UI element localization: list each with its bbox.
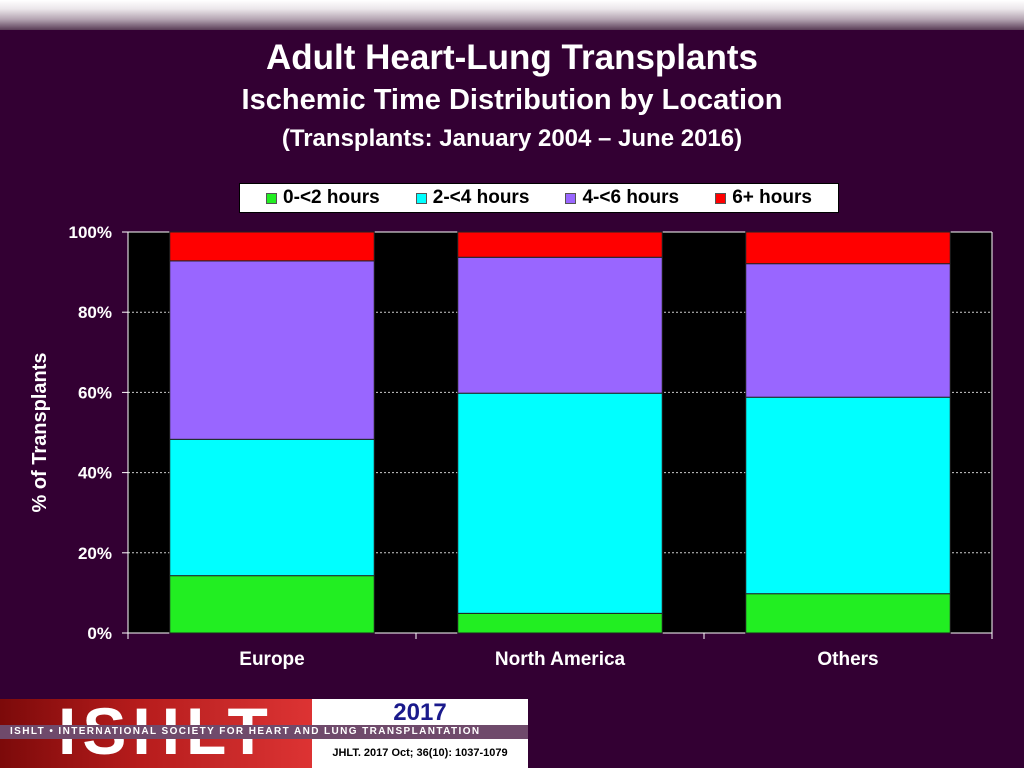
y-tick-label: 60% bbox=[78, 383, 112, 402]
bar-segment-1-0 bbox=[457, 612, 663, 634]
society-name-strip: ISHLT • INTERNATIONAL SOCIETY FOR HEART … bbox=[0, 725, 528, 739]
chart-title: Adult Heart-Lung Transplants bbox=[266, 38, 758, 77]
legend-item-2: 4-<6 hours bbox=[565, 187, 679, 209]
chart-legend: 0-<2 hours 2-<4 hours 4-<6 hours 6+ hours bbox=[239, 183, 839, 213]
bar-segment-1-1 bbox=[457, 392, 663, 614]
bar-segment-0-3 bbox=[169, 231, 375, 262]
legend-swatch-2 bbox=[565, 192, 577, 204]
bar-segment-1-3 bbox=[457, 231, 663, 258]
bar-segment-0-2 bbox=[169, 260, 375, 440]
y-axis-label: % of Transplants bbox=[29, 352, 51, 512]
bar-segment-2-0 bbox=[745, 593, 951, 634]
bar-segment-0-1 bbox=[169, 438, 375, 577]
legend-item-3: 6+ hours bbox=[715, 187, 812, 209]
y-tick-label: 80% bbox=[78, 303, 112, 322]
y-tick-label: 100% bbox=[69, 223, 112, 242]
bar-segment-1-2 bbox=[457, 256, 663, 394]
stacked-bar-chart: 0% 20% 40% 60% 80% 100% Europe North America Oth… bbox=[29, 223, 993, 670]
y-tick-label: 20% bbox=[78, 544, 112, 563]
y-tick-label: 0% bbox=[87, 624, 112, 643]
legend-label-0: 0-<2 hours bbox=[283, 187, 380, 208]
journal-citation: JHLT. 2017 Oct; 36(10): 1037-1079 bbox=[332, 747, 508, 759]
slide-titles: Adult Heart-Lung Transplants Ischemic Ti… bbox=[0, 36, 1024, 158]
ishlt-footer: ISHLT ISHLT • INTERNATIONAL SOCIETY FOR … bbox=[0, 699, 528, 768]
legend-label-2: 4-<6 hours bbox=[582, 187, 680, 208]
legend-label-1: 2-<4 hours bbox=[432, 187, 530, 208]
bar-segment-2-2 bbox=[745, 263, 951, 398]
legend-label-3: 6+ hours bbox=[732, 187, 812, 208]
chart-subtitle: Ischemic Time Distribution by Location bbox=[241, 84, 783, 116]
legend-swatch-3 bbox=[715, 192, 727, 204]
bar-segment-0-0 bbox=[169, 575, 375, 634]
bar-segment-2-1 bbox=[745, 396, 951, 595]
top-gradient-band bbox=[0, 0, 1024, 30]
legend-item-0: 0-<2 hours bbox=[266, 187, 380, 209]
chart-date-range: (Transplants: January 2004 – June 2016) bbox=[281, 125, 743, 152]
legend-swatch-1 bbox=[415, 192, 427, 204]
bar-segment-2-3 bbox=[745, 231, 951, 265]
x-category-label: Europe bbox=[239, 649, 304, 670]
x-category-label: North America bbox=[495, 649, 626, 670]
legend-item-1: 2-<4 hours bbox=[415, 187, 530, 209]
publication-year: 2017 bbox=[393, 699, 447, 726]
y-tick-label: 40% bbox=[78, 464, 112, 483]
legend-swatch-0 bbox=[266, 192, 278, 204]
x-category-label: Others bbox=[817, 649, 878, 670]
